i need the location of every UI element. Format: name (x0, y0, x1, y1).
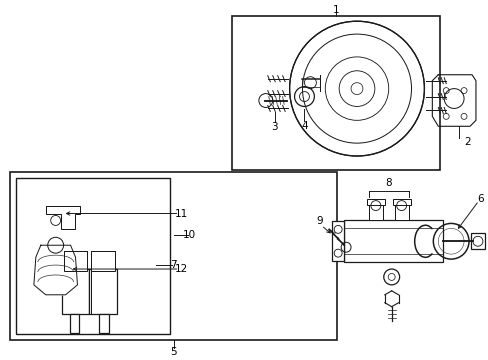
Text: 11: 11 (175, 208, 188, 219)
Text: 4: 4 (301, 121, 307, 131)
Text: 12: 12 (175, 264, 188, 274)
Text: 7: 7 (170, 260, 177, 270)
Bar (16, 178, 169, 334)
Text: 2: 2 (464, 137, 470, 147)
Circle shape (289, 21, 424, 156)
Text: 6: 6 (477, 194, 483, 204)
Bar (392, 199, 410, 204)
Bar (232, 16, 439, 170)
Bar (63, 251, 87, 271)
Polygon shape (34, 245, 77, 295)
Bar (61, 269, 89, 314)
Polygon shape (46, 206, 81, 229)
Bar (368, 203, 382, 220)
Text: 1: 1 (332, 5, 339, 15)
Text: 8: 8 (385, 178, 391, 188)
Bar (10, 172, 337, 341)
Text: 10: 10 (183, 230, 196, 240)
Bar (366, 199, 384, 204)
Polygon shape (431, 75, 475, 126)
Text: 5: 5 (170, 347, 177, 357)
Text: 9: 9 (315, 216, 322, 226)
Bar (99, 314, 109, 333)
Bar (89, 269, 117, 314)
Bar (344, 220, 442, 262)
Text: 3: 3 (271, 122, 278, 132)
Bar (470, 233, 484, 249)
Bar (331, 221, 344, 261)
Bar (91, 251, 115, 271)
Bar (394, 203, 407, 220)
Bar (69, 314, 79, 333)
